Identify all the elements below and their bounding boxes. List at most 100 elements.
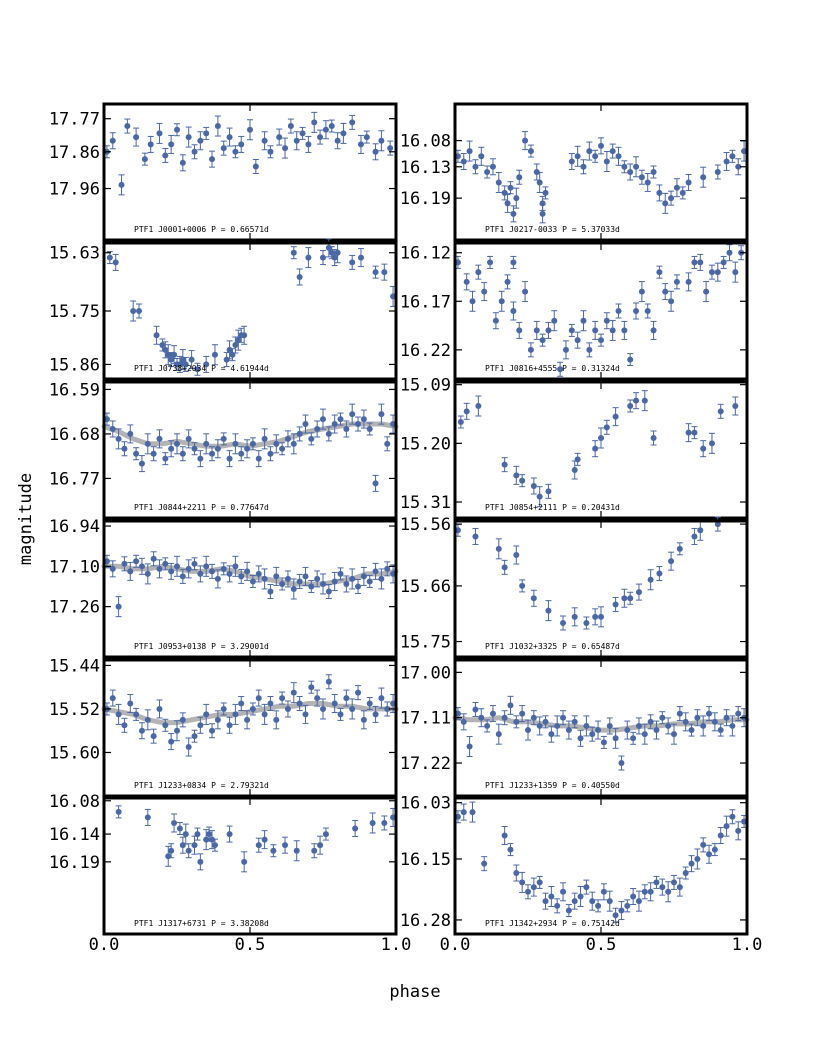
- data-marker: [495, 731, 502, 738]
- data-point: [261, 830, 268, 850]
- data-point: [659, 711, 666, 725]
- data-point: [650, 165, 657, 179]
- data-marker: [320, 416, 326, 423]
- data-marker: [475, 403, 482, 409]
- data-marker: [630, 735, 637, 742]
- data-point: [510, 301, 517, 321]
- data-point: [232, 433, 239, 455]
- data-point: [568, 323, 575, 337]
- data-marker: [624, 902, 631, 909]
- data-point: [635, 890, 642, 912]
- lightcurve-panel: 17.00 17.11 17.22 PTF1 J1233+1359 P = 0.405…: [400, 658, 750, 798]
- data-marker: [641, 397, 648, 404]
- data-marker: [641, 731, 648, 738]
- data-point: [571, 460, 578, 480]
- data-marker: [542, 898, 549, 905]
- data-point: [360, 566, 367, 586]
- data-marker: [363, 134, 370, 141]
- data-point: [112, 253, 119, 271]
- data-marker: [539, 210, 546, 217]
- data-point: [621, 588, 628, 608]
- data-point: [732, 261, 739, 283]
- data-marker: [460, 809, 467, 816]
- data-point: [513, 864, 520, 882]
- data-point: [507, 181, 514, 195]
- data-point: [714, 516, 721, 532]
- data-marker: [127, 700, 134, 707]
- data-marker: [334, 137, 341, 144]
- data-point: [630, 887, 637, 905]
- data-marker: [519, 710, 526, 717]
- data-marker: [676, 710, 683, 717]
- data-point: [322, 827, 329, 841]
- data-point: [203, 355, 210, 373]
- data-point: [501, 457, 508, 473]
- data-marker: [235, 337, 242, 344]
- data-point: [302, 414, 309, 434]
- data-marker: [343, 580, 350, 587]
- data-point: [220, 562, 227, 576]
- data-point: [115, 428, 122, 450]
- data-marker: [641, 888, 648, 895]
- data-marker: [384, 705, 391, 712]
- data-point: [290, 682, 297, 704]
- y-tick-label: 17.86: [49, 143, 100, 163]
- data-marker: [598, 435, 604, 441]
- data-point: [501, 710, 508, 726]
- data-point: [387, 140, 394, 156]
- data-point: [273, 566, 280, 586]
- data-point: [530, 710, 537, 726]
- data-marker: [191, 148, 198, 155]
- data-point: [191, 557, 198, 571]
- data-point: [472, 527, 479, 545]
- data-marker: [627, 169, 634, 175]
- data-marker: [560, 714, 567, 721]
- data-marker: [209, 156, 216, 163]
- data-marker: [182, 831, 189, 838]
- data-marker: [650, 169, 657, 175]
- data-point: [378, 687, 385, 709]
- data-point: [653, 875, 660, 889]
- data-marker: [115, 808, 122, 815]
- data-point: [586, 141, 593, 161]
- data-marker: [662, 288, 669, 295]
- data-marker: [598, 613, 604, 620]
- data-marker: [571, 898, 578, 905]
- data-marker: [457, 419, 464, 425]
- data-marker: [618, 907, 625, 914]
- panels: 17.77 17.86 17.96 PTF1 J0001+0006 P = 0.665…: [49, 102, 762, 955]
- data-point: [115, 596, 122, 618]
- data-point: [162, 557, 169, 571]
- data-point: [545, 600, 552, 622]
- data-point: [349, 403, 356, 425]
- lightcurve-panel: 16.12 16.17 16.22 PTF1 J0816+4555 P = 0.313…: [400, 241, 749, 381]
- data-point: [577, 885, 584, 907]
- data-point: [238, 135, 245, 153]
- data-marker: [284, 575, 291, 582]
- data-point: [127, 424, 134, 444]
- y-tick-label: 16.68: [49, 425, 100, 445]
- data-point: [378, 403, 385, 425]
- data-marker: [609, 148, 616, 155]
- data-marker: [282, 842, 289, 849]
- data-point: [372, 562, 379, 580]
- data-marker: [527, 148, 534, 155]
- data-marker: [519, 582, 526, 589]
- data-marker: [121, 445, 128, 452]
- data-marker: [714, 169, 721, 175]
- data-point: [136, 303, 143, 319]
- data-point: [708, 432, 715, 454]
- data-point: [138, 455, 145, 473]
- data-marker: [343, 425, 350, 432]
- data-marker: [244, 445, 251, 452]
- data-marker: [603, 317, 610, 324]
- data-point: [723, 152, 730, 172]
- data-marker: [697, 527, 704, 534]
- data-marker: [115, 603, 122, 610]
- data-marker: [115, 711, 122, 718]
- data-marker: [565, 727, 572, 734]
- lightcurve-panel: 16.94 17.10 17.26 PTF1 J0953+0138 P = 3.290…: [49, 517, 399, 659]
- data-marker: [489, 710, 496, 717]
- data-point: [121, 556, 128, 572]
- data-marker: [463, 278, 470, 285]
